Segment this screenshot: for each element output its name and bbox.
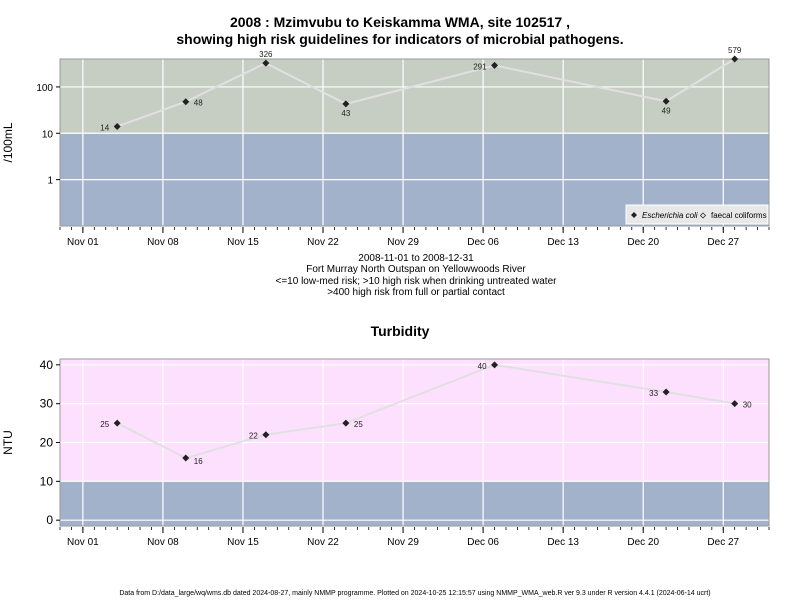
caption-site: Fort Murray North Outspan on Yellowwoods… <box>306 264 526 275</box>
turbidity-panel: 0 10 20 30 40 Nov 01 Nov 08 Nov 15 Nov 22 Nov 29 D… <box>1 358 770 548</box>
data-label: 40 <box>478 362 487 371</box>
data-label: 291 <box>473 62 487 71</box>
y-tick-label: 30 <box>40 397 54 411</box>
data-label: 43 <box>341 109 350 118</box>
x-tick-label: Nov 22 <box>307 537 339 548</box>
x-tick-label: Dec 06 <box>467 537 499 548</box>
data-point <box>491 61 499 69</box>
data-point <box>182 454 190 462</box>
y-tick-label: 0 <box>46 513 53 527</box>
risk-band <box>60 359 769 482</box>
x-tick-label: Nov 29 <box>387 537 419 548</box>
data-label: 14 <box>100 124 109 133</box>
x-tick-label: Dec 20 <box>627 237 659 248</box>
x-tick-label: Nov 29 <box>387 237 419 248</box>
legend-label: Escherichia coli <box>642 211 698 220</box>
y-tick-label: 1 <box>47 176 53 187</box>
data-point <box>342 419 350 427</box>
y-tick-label: 40 <box>40 358 54 372</box>
y-tick-label: 20 <box>40 436 54 450</box>
legend-label: faecal coliforms <box>711 211 767 220</box>
data-point <box>182 98 190 106</box>
data-point <box>262 59 270 67</box>
ecoli-panel: 1 10 100 Nov 01 Nov 08 Nov 15 Nov 22 Nov 29 Dec … <box>1 46 770 248</box>
legend-box <box>625 204 769 225</box>
x-tick-label: Dec 27 <box>707 237 739 248</box>
data-point <box>662 388 670 396</box>
caption-risk-drinking: <=10 low-med risk; >10 high risk when dr… <box>275 276 557 287</box>
chart-title-line2: showing high risk guidelines for indicat… <box>176 31 624 47</box>
data-label: 25 <box>100 420 109 429</box>
turbidity-title: Turbidity <box>370 323 430 339</box>
data-label: 326 <box>259 50 273 59</box>
data-label: 48 <box>194 99 203 108</box>
y-tick-label: 10 <box>40 474 54 488</box>
risk-band <box>60 59 769 134</box>
footer-note: Data from D:/data_large/wq/wms.db dated … <box>119 590 711 597</box>
x-tick-label: Dec 27 <box>707 537 739 548</box>
x-tick-label: Nov 15 <box>227 537 259 548</box>
x-tick-label: Nov 15 <box>227 237 259 248</box>
y-axis-label: /100mL <box>1 122 15 162</box>
risk-band <box>60 481 769 526</box>
caption-risk-contact: >400 high risk from full or partial cont… <box>327 287 505 298</box>
x-tick-label: Dec 13 <box>547 237 579 248</box>
chart-title-line1: 2008 : Mzimvubu to Keiskamma WMA, site 1… <box>229 14 570 30</box>
data-point <box>342 100 350 108</box>
data-label: 33 <box>649 389 658 398</box>
data-point <box>731 55 739 63</box>
data-label: 22 <box>249 432 258 441</box>
data-point <box>731 400 739 408</box>
x-tick-label: Nov 01 <box>67 537 99 548</box>
plot-frame <box>59 58 770 227</box>
x-tick-label: Nov 08 <box>147 537 179 548</box>
legend-marker-open <box>699 212 707 219</box>
caption-date-range: 2008-11-01 to 2008-12-31 <box>358 253 474 264</box>
x-tick-label: Dec 06 <box>467 237 499 248</box>
y-axis-label: NTU <box>1 430 15 455</box>
y-tick-label: 10 <box>42 129 54 140</box>
data-point <box>113 419 121 427</box>
x-tick-label: Dec 13 <box>547 537 579 548</box>
data-point <box>113 123 121 131</box>
data-label: 49 <box>662 106 671 115</box>
y-tick-label: 100 <box>36 83 53 94</box>
data-label: 25 <box>354 420 363 429</box>
x-tick-label: Dec 20 <box>627 537 659 548</box>
data-label: 579 <box>728 46 742 55</box>
data-label: 30 <box>743 401 752 410</box>
data-point <box>662 97 670 105</box>
x-tick-label: Nov 01 <box>67 237 99 248</box>
x-tick-label: Nov 22 <box>307 237 339 248</box>
data-point <box>491 361 499 369</box>
data-point <box>262 431 270 439</box>
legend-marker-filled <box>631 212 637 218</box>
x-tick-label: Nov 08 <box>147 237 179 248</box>
data-label: 16 <box>194 457 203 466</box>
